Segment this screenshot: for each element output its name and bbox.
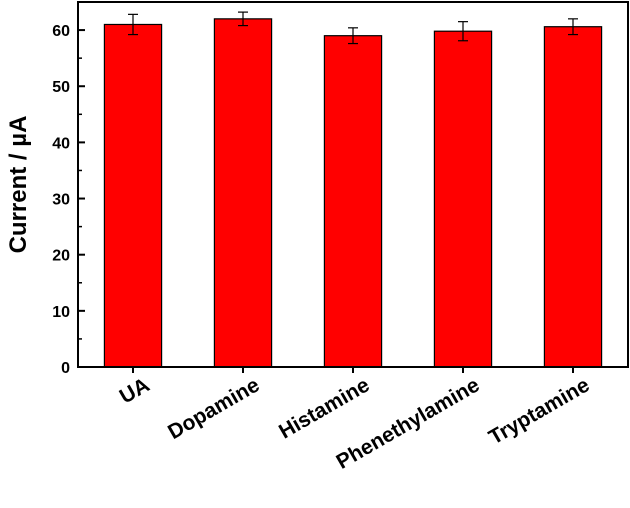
error-bar-phenethylamine (458, 21, 468, 42)
error-bar-histamine (348, 27, 358, 45)
error-bar-dopamine (238, 11, 248, 27)
x-category-label: Dopamine (164, 373, 263, 444)
bar-histamine (323, 35, 383, 368)
bar-tryptamine (543, 26, 603, 368)
bars-layer (103, 18, 603, 368)
error-bar-ua (128, 13, 138, 36)
bar-dopamine (213, 18, 273, 368)
y-axis-ticks (78, 29, 85, 368)
y-axis-tick-labels: 0 10 20 30 40 50 60 (52, 23, 70, 377)
bar-ua (103, 23, 163, 368)
y-tick-label: 10 (52, 304, 70, 321)
x-axis-ticks (132, 367, 574, 373)
y-axis-title: Current / µA (5, 116, 32, 254)
error-bar-tryptamine (568, 18, 578, 36)
error-bars-layer (128, 11, 578, 45)
bar-phenethylamine (433, 30, 493, 368)
y-tick-label: 40 (52, 135, 70, 152)
y-tick-label: 30 (52, 192, 70, 209)
x-category-label: Tryptamine (485, 373, 594, 449)
y-tick-label: 60 (52, 23, 70, 40)
x-category-label: Histamine (275, 373, 373, 443)
y-tick-label: 50 (52, 79, 70, 96)
y-tick-label: 20 (52, 248, 70, 265)
x-category-label: UA (116, 373, 154, 408)
y-tick-label: 0 (61, 360, 70, 377)
